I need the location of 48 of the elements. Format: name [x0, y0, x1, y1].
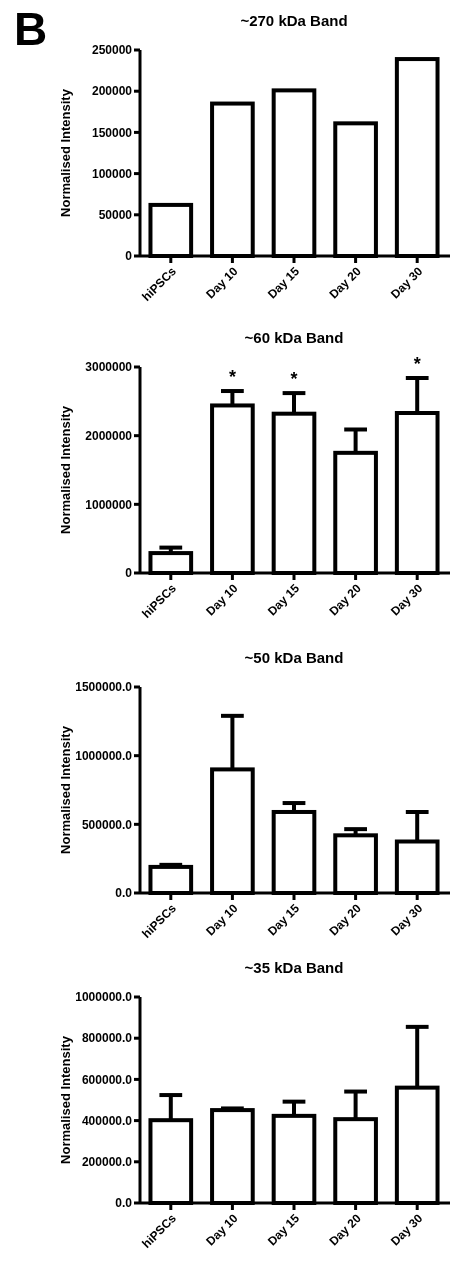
x-tick-label: Day 10 — [203, 581, 241, 619]
chart-title: ~35 kDa Band — [244, 959, 344, 976]
y-tick-label: 1000000 — [85, 497, 133, 512]
y-tick-label: 200000 — [91, 84, 133, 99]
x-tick-label: Day 30 — [388, 581, 426, 619]
y-tick-label: 800000.0 — [81, 1031, 133, 1046]
x-tick-label: Day 20 — [326, 581, 364, 619]
annotation: * — [413, 353, 421, 374]
y-axis-title: Normalised Intensity — [58, 405, 73, 534]
x-tick-label: Day 10 — [203, 901, 241, 939]
x-tick-label: Day 15 — [264, 264, 303, 302]
chart-title: ~270 kDa Band — [240, 12, 348, 29]
y-tick-label: 100000 — [91, 166, 133, 181]
x-tick-label: Day 10 — [203, 264, 241, 302]
y-tick-label: 250000 — [91, 43, 133, 58]
y-axis-title: Normalised Intensity — [58, 725, 73, 854]
chart-title: ~60 kDa Band — [244, 329, 344, 346]
x-tick-label: Day 15 — [264, 901, 303, 939]
x-tick-label: Day 30 — [388, 901, 426, 939]
y-axis-title: Normalised Intensity — [58, 1035, 73, 1164]
y-tick-label: 0 — [125, 249, 133, 264]
annotation: * — [228, 367, 236, 388]
x-tick-label: Day 30 — [388, 1211, 426, 1249]
y-tick-label: 400000.0 — [81, 1113, 133, 1128]
y-tick-label: 150000 — [91, 125, 133, 140]
x-tick-label: Day 20 — [326, 264, 364, 302]
y-tick-label: 0.0 — [115, 1196, 133, 1211]
y-tick-label: 3000000 — [85, 360, 133, 375]
y-tick-label: 1000000.0 — [75, 748, 133, 763]
x-tick-label: Day 10 — [203, 1211, 241, 1249]
y-tick-label: 50000 — [98, 208, 133, 222]
x-tick-label: Day 15 — [264, 581, 303, 619]
x-tick-label: Day 30 — [388, 264, 426, 302]
y-tick-label: 0 — [125, 566, 133, 581]
y-tick-label: 1000000.0 — [75, 990, 133, 1005]
x-tick-label: Day 20 — [326, 901, 364, 939]
annotation: * — [290, 369, 298, 390]
y-tick-label: 0.0 — [115, 886, 133, 901]
text: B — [14, 3, 48, 55]
x-tick-label: Day 20 — [326, 1211, 364, 1249]
y-tick-label: 600000.0 — [81, 1072, 133, 1087]
y-tick-label: 200000.0 — [81, 1155, 133, 1169]
x-tick-label: Day 15 — [264, 1211, 303, 1249]
y-tick-label: 2000000 — [85, 428, 133, 443]
chart-title: ~50 kDa Band — [244, 649, 344, 666]
y-axis-title: Normalised Intensity — [58, 88, 73, 217]
y-tick-label: 500000.0 — [81, 817, 133, 832]
y-tick-label: 1500000.0 — [75, 680, 133, 695]
